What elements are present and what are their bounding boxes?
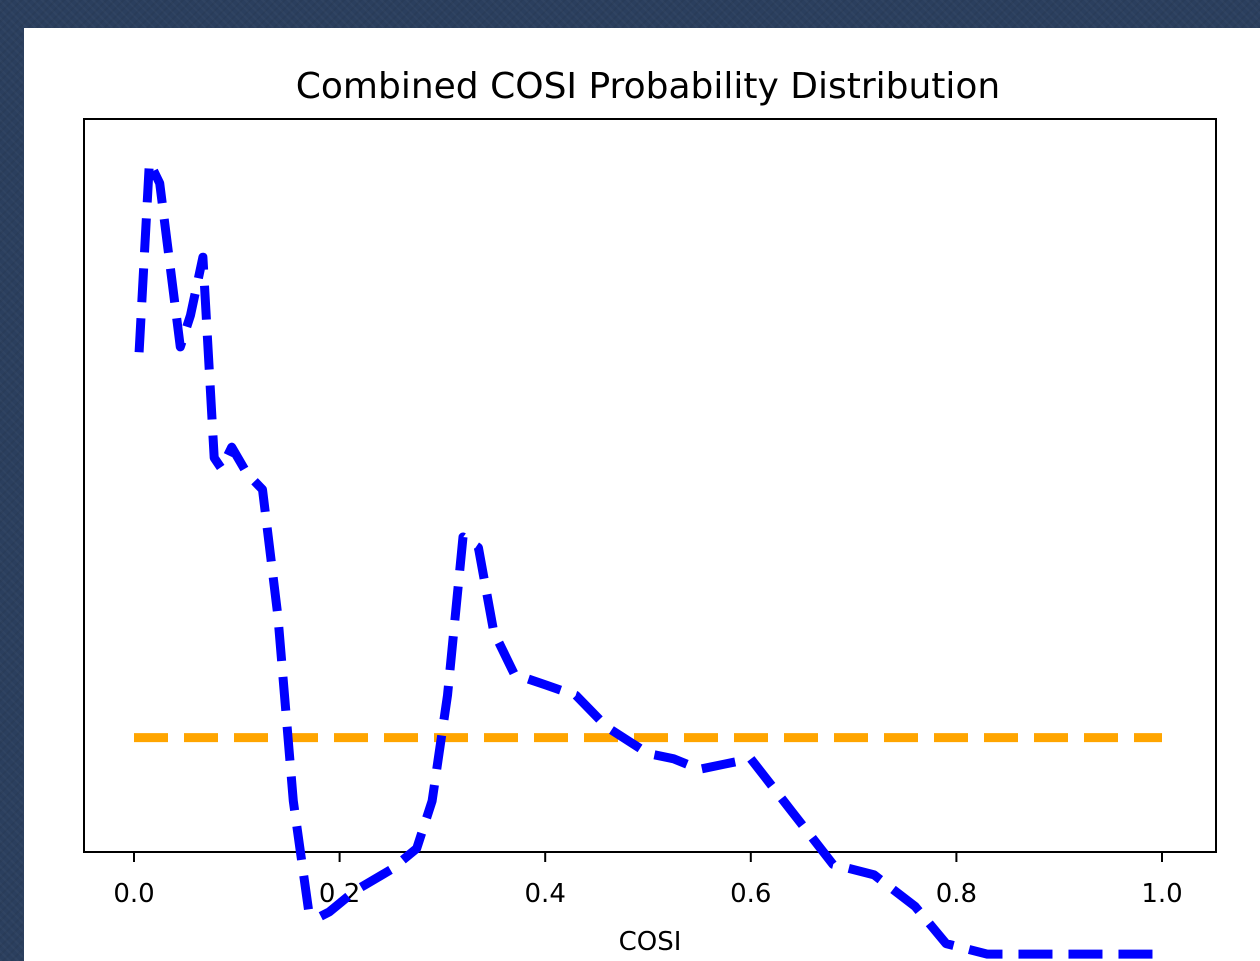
chart-title: Combined COSI Probability Distribution [296,66,1001,107]
x-tick-label: 0.8 [936,879,977,909]
plot-frame [83,118,1217,853]
x-axis-label: COSI [619,927,682,957]
series-layer [134,157,1162,959]
x-axis: 0.0 0.2 0.4 0.6 0.8 1.0 [113,852,1183,909]
x-tick-label: 1.0 [1141,879,1182,909]
chart-canvas: Combined COSI Probability Distribution 0… [83,66,1217,959]
series-line-blue [134,157,1162,959]
chart-figure: Combined COSI Probability Distribution 0… [24,28,1260,961]
x-tick-label: 0.4 [525,879,566,909]
x-tick-label: 0.6 [730,879,771,909]
x-tick-label: 0.0 [113,879,154,909]
